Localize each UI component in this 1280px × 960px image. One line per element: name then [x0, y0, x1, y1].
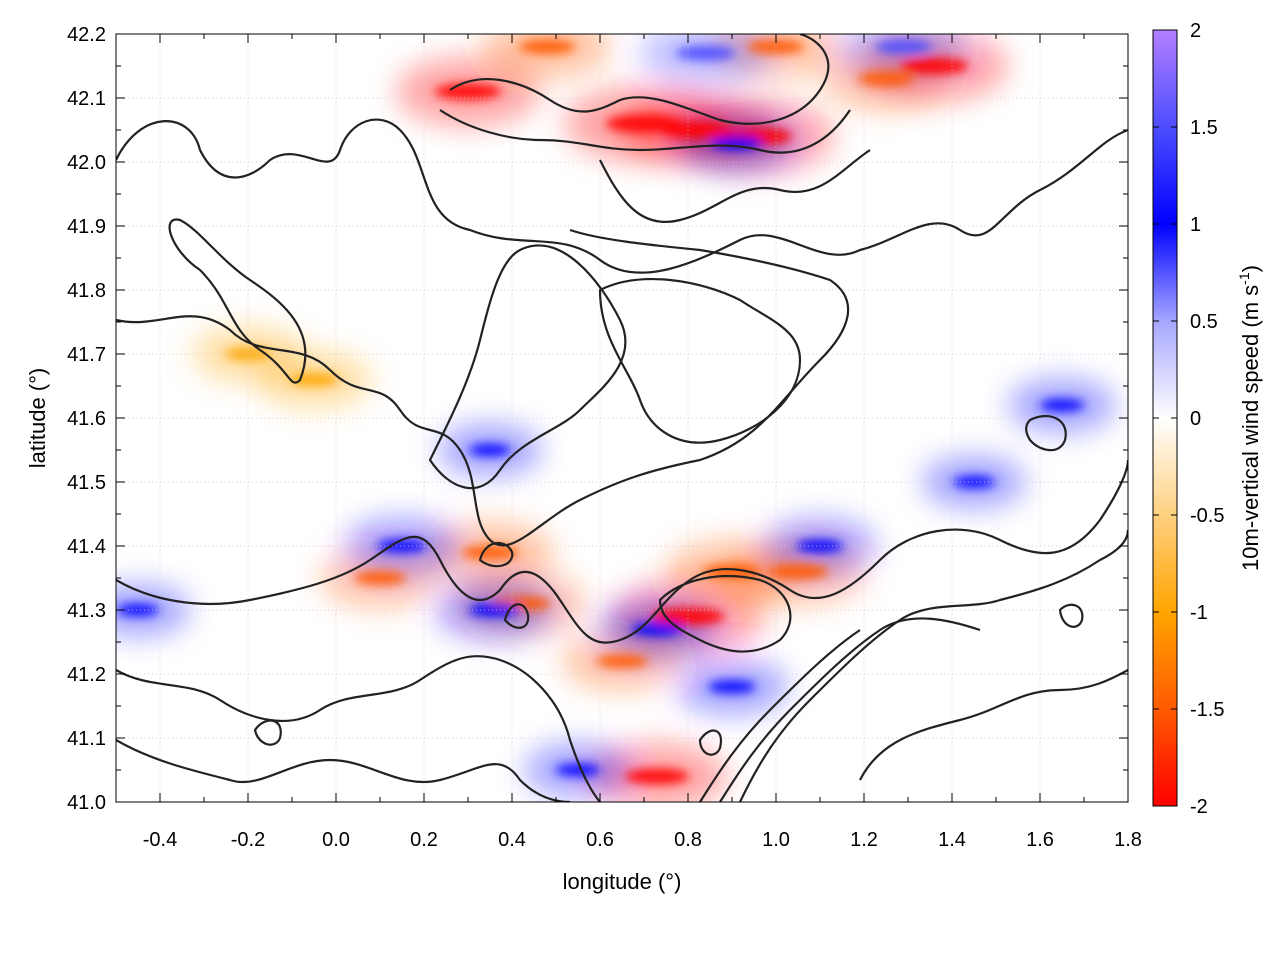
x-tick-label: -0.4 — [143, 829, 177, 851]
colorbar: 2 1.5 1 0.5 0 -0.5 -1 -1.5 -2 10m-vertical wind … — [1152, 20, 1263, 818]
contour-line — [599, 149, 871, 223]
colorbar-title-exponent: -1 — [1236, 272, 1252, 285]
x-tick-label: 0.0 — [322, 829, 350, 851]
x-tick-label: 0.6 — [586, 829, 614, 851]
y-axis-title: latitude (°) — [25, 368, 50, 469]
field-hotspot — [468, 443, 512, 457]
contour-line — [859, 669, 1128, 781]
field-wash — [483, 34, 612, 79]
y-tick-label: 42.2 — [67, 24, 106, 46]
contour-line — [698, 729, 723, 756]
colorbar-tick-label: -0.5 — [1190, 505, 1224, 527]
x-tick-label: 0.8 — [674, 829, 702, 851]
colorbar-ticks: 2 1.5 1 0.5 0 -0.5 -1 -1.5 -2 — [1153, 20, 1224, 818]
field-hotspot — [900, 57, 969, 75]
x-tick-label: -0.2 — [231, 829, 265, 851]
colorbar-tick-label: 1 — [1190, 214, 1201, 236]
x-tick-label: 1.2 — [850, 829, 878, 851]
y-tick-label: 41.5 — [67, 472, 106, 494]
contour-line — [116, 459, 1128, 644]
field-hotspot — [461, 545, 519, 560]
field-hotspot — [116, 603, 160, 617]
wind-field-heatmap — [116, 34, 1116, 802]
terrain-contours — [116, 34, 1128, 802]
field-hotspot — [289, 372, 339, 387]
contour-line — [116, 118, 1128, 274]
y-tick-label: 41.4 — [67, 536, 106, 558]
field-hotspot — [354, 571, 406, 585]
contour-line — [478, 542, 514, 568]
y-tick-label: 41.8 — [67, 280, 106, 302]
field-hotspot — [676, 45, 736, 61]
colorbar-tick-label: 0 — [1190, 408, 1201, 430]
contour-line — [1058, 603, 1084, 628]
field-hotspot — [702, 564, 762, 580]
colorbar-tick-label: -2 — [1190, 796, 1208, 818]
contour-line — [739, 529, 1128, 802]
axes: -0.4 -0.2 0.0 0.2 0.4 0.6 0.8 1.0 1.2 1.4 1.6 1.8 41… — [67, 24, 1142, 851]
contour-line — [598, 277, 802, 444]
contour-line — [449, 34, 830, 125]
y-tick-label: 41.6 — [67, 408, 106, 430]
contour-line — [439, 109, 851, 154]
y-tick-label: 41.3 — [67, 600, 106, 622]
contour-line — [658, 574, 792, 653]
y-tick-label: 42.0 — [67, 152, 106, 174]
contour-line — [719, 617, 981, 802]
field-hotspot — [952, 475, 996, 489]
field-hotspot — [596, 654, 648, 669]
y-tick-label: 41.9 — [67, 216, 106, 238]
contour-line — [116, 655, 601, 802]
contour-line — [253, 719, 282, 746]
colorbar-title-end: ) — [1238, 265, 1263, 272]
x-tick-label: 0.2 — [410, 829, 438, 851]
contour-line — [116, 228, 850, 547]
y-tick-label: 41.7 — [67, 344, 106, 366]
y-tick-label: 41.0 — [67, 792, 106, 814]
colorbar-title: 10m-vertical wind speed (m s-1) — [1236, 265, 1263, 571]
x-tick-label: 1.6 — [1026, 829, 1054, 851]
contour-line — [503, 603, 530, 629]
contour-line — [699, 629, 861, 802]
colorbar-tick-label: -1.5 — [1190, 699, 1224, 721]
contour-line — [1025, 415, 1067, 452]
field-hotspot — [625, 768, 690, 785]
colorbar-tick-label: 2 — [1190, 20, 1201, 42]
y-tick-label: 41.2 — [67, 664, 106, 686]
field-hotspot — [708, 680, 756, 694]
x-axis-title: longitude (°) — [563, 869, 682, 894]
x-tick-label: 1.0 — [762, 829, 790, 851]
colorbar-title-main: 10m-vertical wind speed (m s — [1238, 285, 1263, 571]
field-hotspot — [518, 39, 576, 55]
x-tick-label: 0.4 — [498, 829, 526, 851]
field-hotspot — [767, 563, 829, 580]
y-tick-label: 42.1 — [67, 88, 106, 110]
contour-line — [116, 739, 571, 802]
y-tick-label: 41.1 — [67, 728, 106, 750]
contour-line — [428, 244, 627, 490]
field-hotspot — [555, 763, 601, 777]
colorbar-tick-label: 1.5 — [1190, 117, 1218, 139]
colorbar-tick-label: 0.5 — [1190, 311, 1218, 333]
x-tick-label: 1.4 — [938, 829, 966, 851]
field-hotspot — [434, 83, 502, 100]
field-hotspot — [857, 71, 915, 87]
colorbar-tick-label: -1 — [1190, 602, 1208, 624]
field-hotspot — [875, 39, 932, 55]
field-hotspot — [661, 121, 733, 139]
field-hotspot — [1039, 398, 1085, 412]
x-tick-label: 1.8 — [1114, 829, 1142, 851]
field-hotspot — [377, 539, 427, 553]
contour-line — [168, 218, 307, 384]
